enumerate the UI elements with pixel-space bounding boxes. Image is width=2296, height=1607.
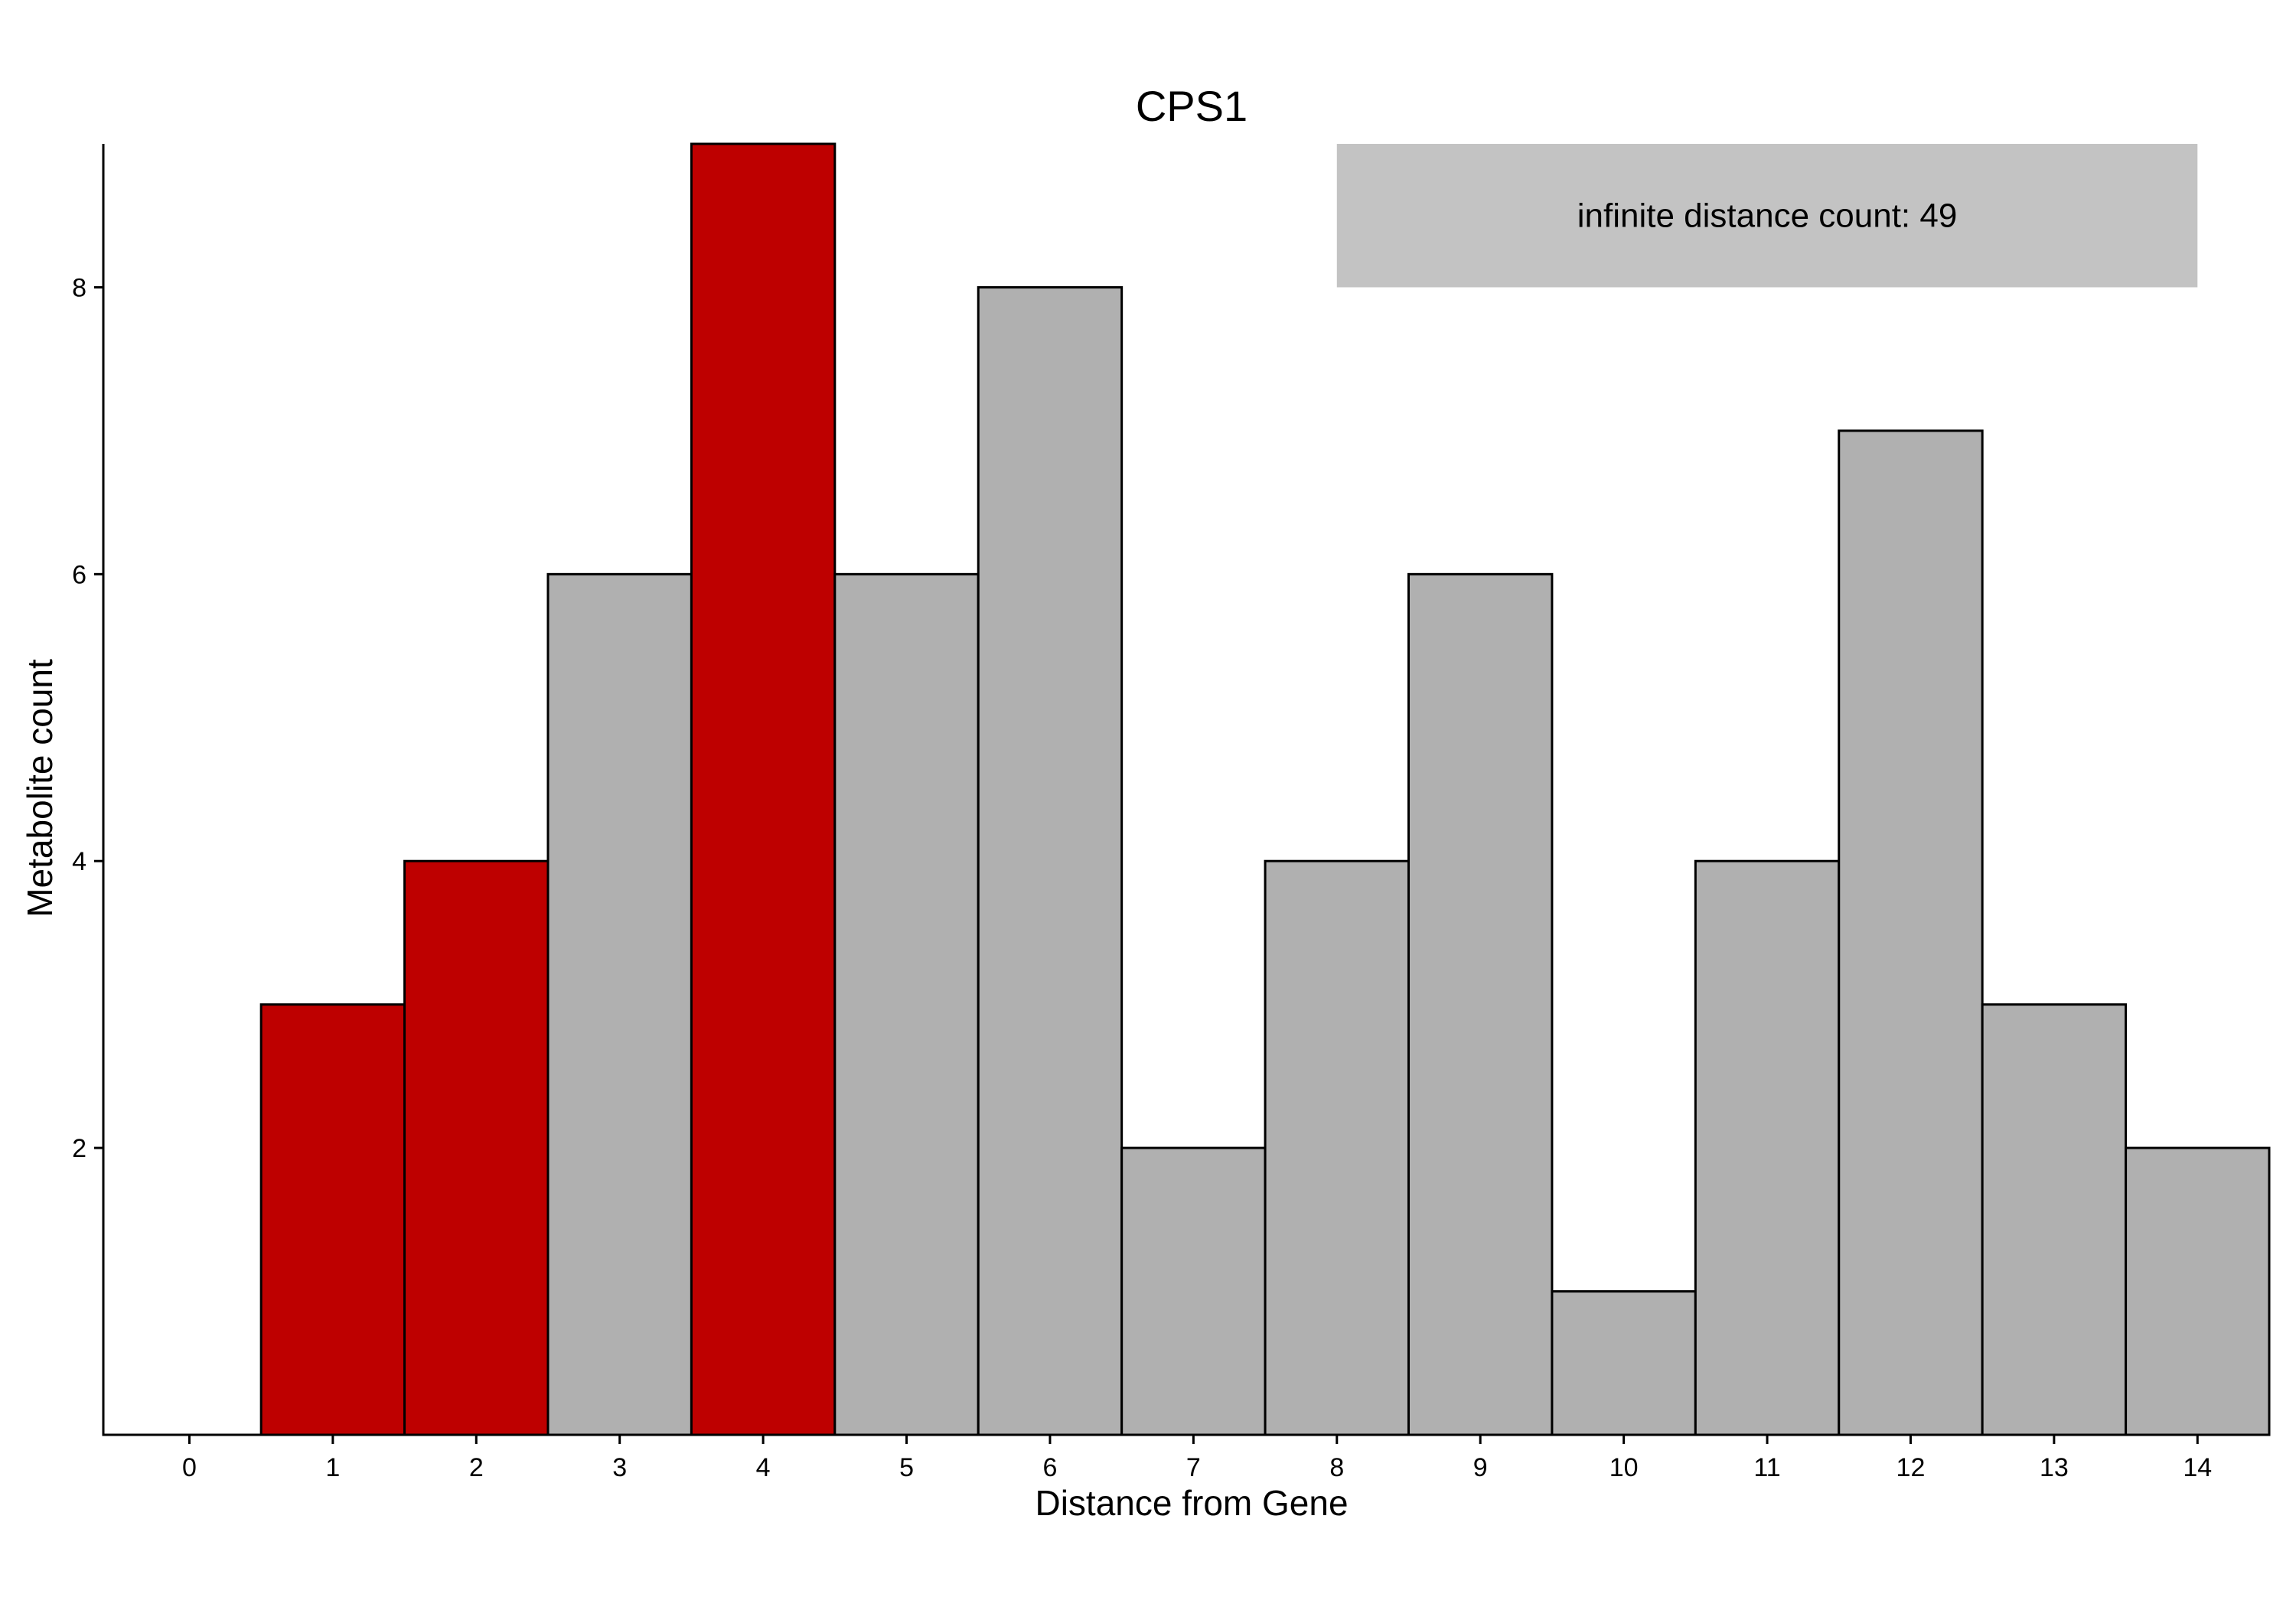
- bar-6: [977, 285, 1124, 1436]
- bar-13: [1981, 1003, 2128, 1436]
- x-tick-label-3: 3: [612, 1453, 627, 1482]
- bar-2: [403, 859, 550, 1436]
- bar-11: [1694, 859, 1841, 1436]
- x-tick-label-12: 12: [1896, 1453, 1926, 1482]
- y-tick-label-2: 2: [72, 1134, 86, 1163]
- bar-12: [1838, 429, 1984, 1436]
- bar-14: [2125, 1146, 2271, 1436]
- x-tick-label-2: 2: [469, 1453, 484, 1482]
- bar-9: [1407, 572, 1554, 1436]
- bar-8: [1264, 859, 1410, 1436]
- x-tick-label-11: 11: [1753, 1453, 1780, 1482]
- x-tick-label-1: 1: [325, 1453, 340, 1482]
- bar-5: [833, 572, 980, 1436]
- bars: [259, 142, 2271, 1436]
- annotation-rect: [1336, 144, 2198, 288]
- x-tick-label-13: 13: [2040, 1453, 2069, 1482]
- x-tick-label-4: 4: [756, 1453, 771, 1482]
- chart-title: CPS1: [1136, 82, 1247, 130]
- x-tick-label-5: 5: [899, 1453, 914, 1482]
- bar-10: [1551, 1290, 1697, 1436]
- annotation-box: infinite distance count: 49: [1336, 144, 2198, 288]
- x-tick-label-10: 10: [1609, 1453, 1639, 1482]
- x-tick-label-8: 8: [1329, 1453, 1344, 1482]
- bar-1: [259, 1003, 406, 1436]
- bar-3: [546, 572, 693, 1436]
- x-tick-label-7: 7: [1186, 1453, 1201, 1482]
- x-ticks: 0 1 2 3 4 5 6 7 8 9 10 11 12 13 14: [182, 1435, 2212, 1482]
- y-tick-label-8: 8: [72, 273, 86, 302]
- x-tick-label-14: 14: [2183, 1453, 2212, 1482]
- x-tick-label-0: 0: [182, 1453, 197, 1482]
- bar-7: [1120, 1146, 1267, 1436]
- y-tick-label-4: 4: [72, 847, 86, 876]
- bar-4: [690, 142, 837, 1436]
- annotation-text: infinite distance count: 49: [1577, 197, 1958, 235]
- y-ticks: 2 4 6 8: [72, 273, 103, 1163]
- x-tick-label-6: 6: [1042, 1453, 1057, 1482]
- x-axis-label: Distance from Gene: [1035, 1483, 1348, 1523]
- y-tick-label-6: 6: [72, 560, 86, 589]
- y-axis-label: Metabolite count: [20, 659, 60, 918]
- x-tick-label-9: 9: [1473, 1453, 1488, 1482]
